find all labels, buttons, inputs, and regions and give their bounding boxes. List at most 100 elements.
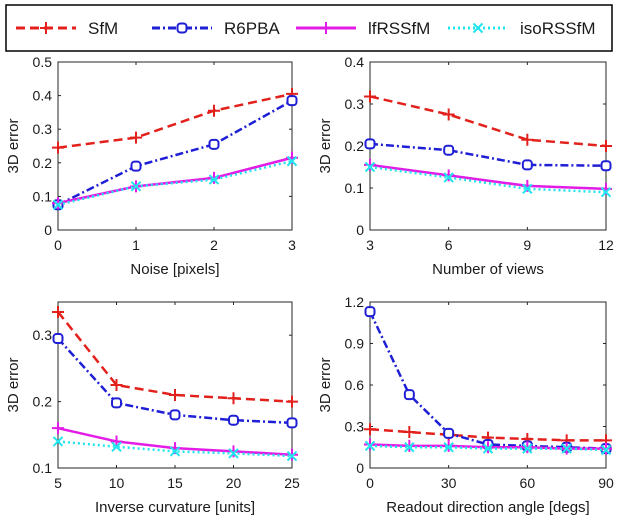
x-axis-label: Readout direction angle [degs] <box>386 499 589 516</box>
legend-entry-lfrssfm: lfRSSfM <box>296 19 430 38</box>
chart-panel-1: 0 1 2 3 0 0.1 0.2 0.3 0.4 0.5 Noise [pixels] 3D err… <box>5 54 298 278</box>
y-tick-label: 0.5 <box>33 54 53 70</box>
data-point-isorssfm <box>443 442 454 453</box>
x-tick-label: 10 <box>109 475 125 491</box>
series-line-sfm <box>57 311 293 403</box>
x-axis-label: Inverse curvature [units] <box>95 499 255 516</box>
y-tick-label: 0.2 <box>345 138 365 154</box>
plot-area <box>57 61 293 231</box>
data-point-r6pba <box>364 138 376 150</box>
x-tick-label: 25 <box>284 475 300 491</box>
x-tick-label: 20 <box>226 475 242 491</box>
x-axis-label: Noise [pixels] <box>130 261 219 278</box>
data-point-r6pba <box>169 409 181 421</box>
data-point-r6pba <box>286 417 298 429</box>
data-point-lfrssfm <box>364 158 376 171</box>
series-line-isorssfm <box>57 159 293 207</box>
series-isorssfm <box>52 436 298 462</box>
y-axis-label: 3D error <box>5 357 22 412</box>
data-point-r6pba <box>130 160 142 172</box>
data-point-r6pba <box>208 138 220 150</box>
data-point-r6pba <box>228 414 239 426</box>
data-point-isorssfm <box>286 450 298 462</box>
data-point-isorssfm <box>286 155 298 167</box>
data-point-isorssfm <box>228 448 239 459</box>
data-point-isorssfm <box>561 443 572 454</box>
y-tick-label: 0.2 <box>33 155 53 171</box>
series-r6pba <box>52 95 298 211</box>
data-point-sfm <box>442 108 455 121</box>
chart-panel-2: 3 6 9 12 0 0.1 0.2 0.3 0.4 Number of views 3D erro… <box>317 54 614 278</box>
series-line-isorssfm <box>57 440 293 458</box>
y-tick-label: 0 <box>44 222 52 238</box>
legend-marker-isorssfm <box>472 22 484 34</box>
series-isorssfm <box>52 155 298 211</box>
data-point-lfrssfm <box>208 171 220 184</box>
y-tick-label: 0 <box>356 222 364 238</box>
data-point-r6pba <box>600 160 612 172</box>
data-point-r6pba <box>403 389 415 401</box>
legend-marker-r6pba <box>176 22 188 34</box>
series-line-sfm <box>369 95 607 148</box>
x-tick-label: 30 <box>441 475 457 491</box>
data-point-isorssfm <box>111 441 122 452</box>
data-point-lfrssfm <box>227 445 240 458</box>
data-point-sfm <box>364 423 376 436</box>
legend-label-sfm: SfM <box>88 19 118 38</box>
series-isorssfm <box>364 161 612 198</box>
data-point-isorssfm <box>522 183 533 195</box>
data-point-sfm <box>208 104 220 117</box>
x-tick-label: 15 <box>167 475 183 491</box>
data-point-r6pba <box>111 397 122 409</box>
data-point-r6pba <box>443 144 455 156</box>
y-tick-label: 0.9 <box>345 336 365 352</box>
y-tick-label: 0.1 <box>345 180 365 196</box>
y-tick-label: 0.2 <box>33 394 53 410</box>
data-point-sfm <box>169 388 181 401</box>
data-point-lfrssfm <box>52 422 64 435</box>
y-tick-label: 0.1 <box>33 460 53 476</box>
legend: SfM R6PBA lfRSSfM isoRSSfM <box>5 4 613 52</box>
y-tick-label: 1.2 <box>345 294 365 310</box>
x-tick-label: 0 <box>366 475 374 491</box>
x-axis-label: Number of views <box>432 261 544 278</box>
legend-entry-r6pba: R6PBA <box>152 19 280 38</box>
y-axis-label: 3D error <box>317 357 334 412</box>
data-point-isorssfm <box>52 199 64 211</box>
data-point-isorssfm <box>600 444 612 456</box>
y-tick-label: 0.4 <box>33 88 53 104</box>
y-tick-label: 0 <box>356 460 364 476</box>
data-point-isorssfm <box>522 443 533 454</box>
data-point-isorssfm <box>130 181 142 192</box>
y-tick-label: 0.6 <box>345 377 365 393</box>
x-tick-label: 6 <box>445 237 453 253</box>
x-tick-label: 5 <box>54 475 62 491</box>
data-point-sfm <box>364 90 376 103</box>
data-point-r6pba <box>521 159 533 171</box>
y-tick-label: 0.4 <box>345 54 365 70</box>
series-line-sfm <box>57 92 293 149</box>
data-point-sfm <box>130 131 142 144</box>
data-point-isorssfm <box>52 436 64 447</box>
data-point-sfm <box>403 426 416 439</box>
series-sfm <box>52 87 298 154</box>
x-tick-label: 9 <box>523 237 531 253</box>
x-tick-label: 90 <box>598 475 614 491</box>
data-point-isorssfm <box>443 172 454 183</box>
chart-panel-4: 0 30 60 90 0 0.3 0.6 0.9 1.2 Readout direction an… <box>317 294 614 516</box>
x-tick-label: 3 <box>366 237 374 253</box>
legend-entry-isorssfm: isoRSSfM <box>448 19 596 38</box>
series-r6pba <box>52 333 298 429</box>
series-sfm <box>364 423 612 447</box>
x-tick-label: 2 <box>210 237 218 253</box>
data-point-sfm <box>521 133 534 146</box>
data-point-lfrssfm <box>52 197 64 210</box>
legend-label-r6pba: R6PBA <box>224 19 280 38</box>
data-point-sfm <box>110 379 123 391</box>
x-tick-label: 3 <box>288 237 296 253</box>
data-point-isorssfm <box>364 161 376 173</box>
data-point-sfm <box>52 141 64 154</box>
legend-marker-sfm <box>40 22 52 34</box>
